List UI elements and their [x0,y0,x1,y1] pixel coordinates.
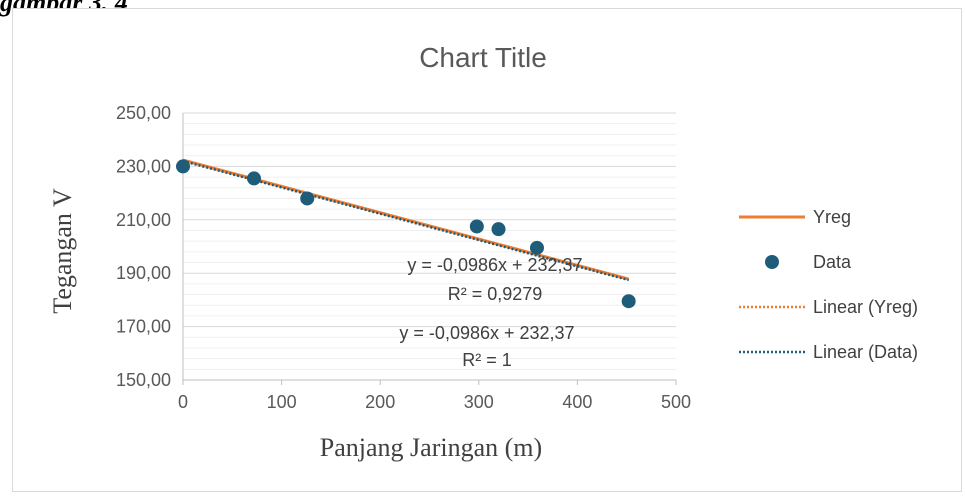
trendline-equations: y = -0,0986x + 232,37 R² = 0,9279 y = -0,0… [399,255,582,370]
x-tick-label: 300 [464,392,494,412]
trendline-equation: y = -0,0986x + 232,37 [407,255,582,275]
y-axis-title: Tegangan V [48,188,77,314]
x-tick-label: 100 [267,392,297,412]
plot-series [176,158,636,309]
x-tick-label: 0 [178,392,188,412]
data-point [469,219,484,234]
x-axis-title: Panjang Jaringan (m) [320,433,542,462]
legend-label-linear-yreg: Linear (Yreg) [813,297,918,317]
legend-label-data: Data [813,252,852,272]
y-tick-label: 250,00 [116,103,171,123]
legend-label-linear-data: Linear (Data) [813,342,918,362]
r-squared-label: R² = 0,9279 [448,284,543,304]
x-tick-label: 200 [365,392,395,412]
data-point [246,171,261,186]
y-tick-label: 230,00 [116,156,171,176]
legend: Yreg Data Linear (Yreg) Linear (Data) [739,207,918,362]
data-point [300,191,315,206]
y-tick-label: 170,00 [116,317,171,337]
chart-svg: Chart Title 150,00 170,00 190,00 210,00 230,… [48,42,918,462]
grid [183,112,676,381]
chart-area: Chart Title 150,00 170,00 190,00 210,00 230,… [12,8,962,492]
legend-label-yreg: Yreg [813,207,851,227]
data-point [621,294,636,309]
axes: 150,00 170,00 190,00 210,00 230,00 250,00 0 100… [116,103,691,412]
x-tick-label: 500 [661,392,691,412]
chart-title: Chart Title [419,42,547,73]
data-point [529,240,544,255]
y-tick-label: 210,00 [116,210,171,230]
data-point [491,222,506,237]
y-tick-label: 190,00 [116,263,171,283]
trendline-equation: y = -0,0986x + 232,37 [399,323,574,343]
legend-swatch-data [765,255,779,269]
y-tick-label: 150,00 [116,370,171,390]
r-squared-label: R² = 1 [462,350,512,370]
data-point [176,159,190,174]
x-tick-label: 400 [562,392,592,412]
